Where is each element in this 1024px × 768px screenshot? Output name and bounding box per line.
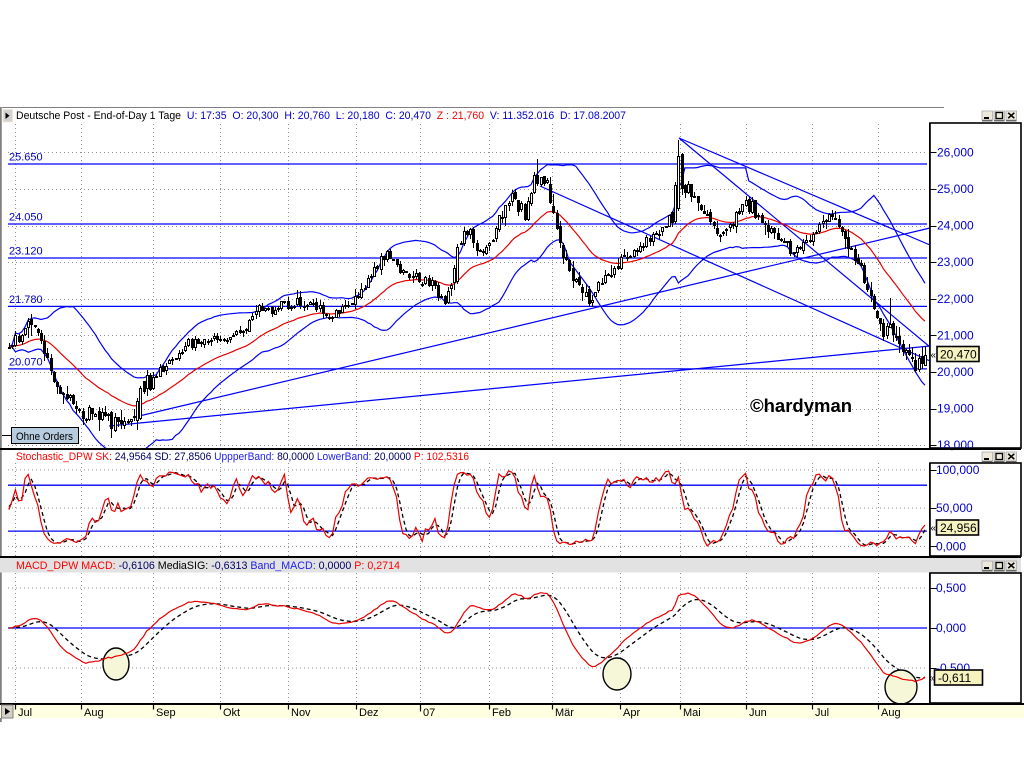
svg-text:Nov: Nov [291, 707, 311, 719]
svg-text:0,000: 0,000 [936, 539, 966, 553]
svg-text:24,956: 24,956 [940, 521, 977, 535]
svg-text:20,470: 20,470 [940, 348, 977, 362]
svg-text:07: 07 [423, 707, 435, 719]
svg-text:25.650: 25.650 [9, 152, 43, 164]
svg-text:100,000: 100,000 [936, 463, 980, 477]
svg-text:23.120: 23.120 [9, 246, 43, 258]
svg-text:«: « [929, 673, 935, 684]
svg-text:Okt: Okt [223, 707, 240, 719]
svg-text:Sep: Sep [156, 707, 176, 719]
svg-text:23,000: 23,000 [937, 255, 974, 269]
svg-text:Mai: Mai [683, 707, 701, 719]
svg-text:25,000: 25,000 [937, 182, 974, 196]
svg-text:18,000: 18,000 [937, 438, 974, 452]
svg-text:Deutsche Post - End-of-Day 1 T: Deutsche Post - End-of-Day 1 Tage U: 17:… [16, 110, 626, 122]
svg-text:22,000: 22,000 [937, 292, 974, 306]
svg-text:21,000: 21,000 [937, 328, 974, 342]
svg-text:19,000: 19,000 [937, 402, 974, 416]
svg-text:24,000: 24,000 [937, 219, 974, 233]
svg-text:«: « [931, 350, 937, 361]
svg-text:Jun: Jun [749, 707, 767, 719]
svg-text:Jul: Jul [18, 707, 32, 719]
svg-text:20,000: 20,000 [937, 365, 974, 379]
svg-text:26,000: 26,000 [937, 145, 974, 159]
svg-text:Jul: Jul [815, 707, 829, 719]
svg-text:Stochastic_DPW SK: 24,9564 SD:: Stochastic_DPW SK: 24,9564 SD: 27,8506 U… [16, 451, 469, 463]
svg-text:Dez: Dez [359, 707, 379, 719]
svg-text:-0,611: -0,611 [938, 671, 971, 685]
svg-text:«: « [931, 523, 937, 534]
svg-text:Aug: Aug [881, 707, 901, 719]
svg-text:Aug: Aug [84, 707, 104, 719]
svg-text:MACD_DPW MACD: -0,6106 MediaSI: MACD_DPW MACD: -0,6106 MediaSIG: -0,6313… [16, 560, 400, 572]
svg-text:50,000: 50,000 [936, 501, 973, 515]
svg-text:Mär: Mär [555, 707, 574, 719]
svg-text:Feb: Feb [492, 707, 511, 719]
svg-text:Apr: Apr [623, 707, 640, 719]
svg-text:0,000: 0,000 [936, 621, 966, 635]
svg-text:0,500: 0,500 [936, 581, 966, 595]
svg-text:Ohne Orders: Ohne Orders [16, 431, 73, 443]
svg-text:21.780: 21.780 [9, 294, 43, 306]
svg-text:24.050: 24.050 [9, 212, 43, 224]
svg-text:20.070: 20.070 [9, 356, 43, 368]
svg-text:©hardyman: ©hardyman [750, 395, 852, 416]
